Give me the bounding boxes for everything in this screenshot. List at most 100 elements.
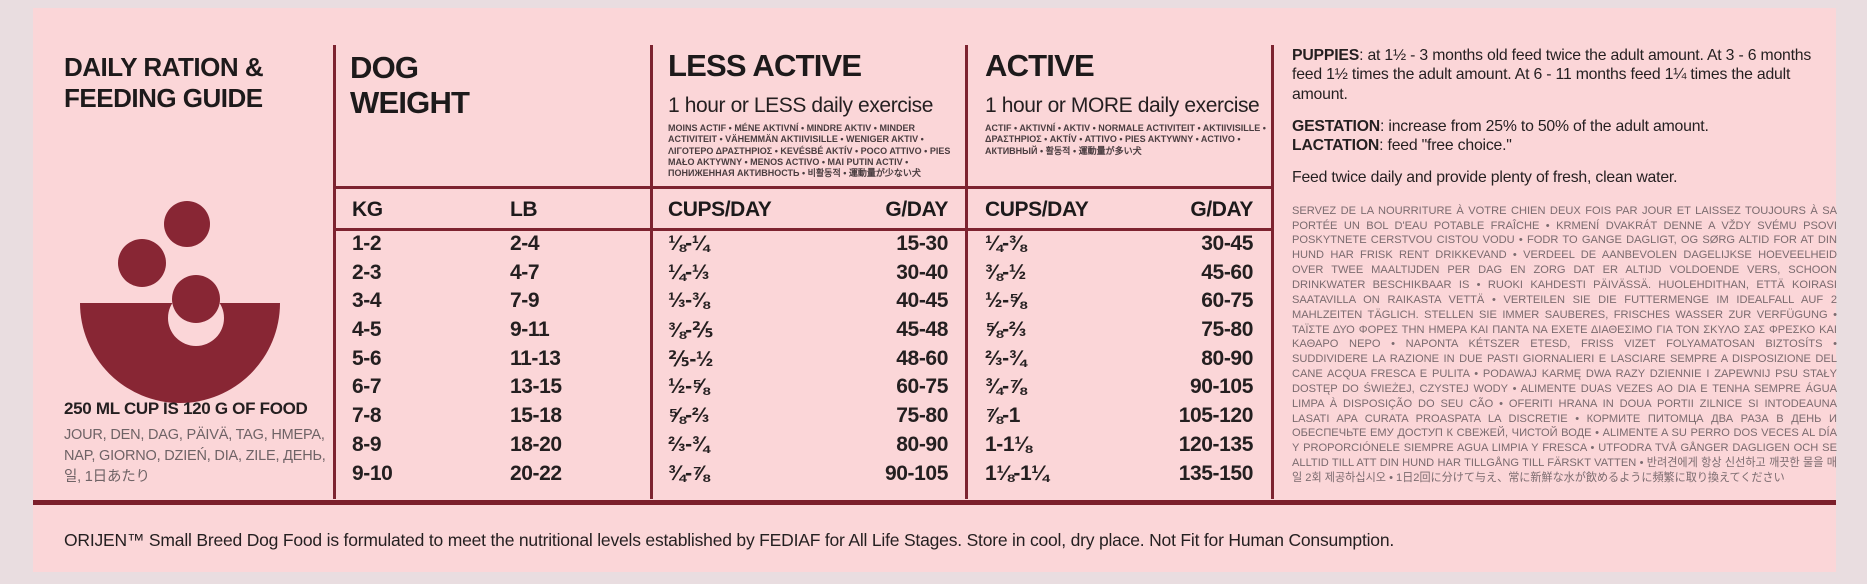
puppies-note: PUPPIES: at 1½ - 3 months old feed twice… [1292, 47, 1812, 103]
active-cups-label: CUPS/DAY [985, 198, 1089, 221]
active-g-cell: 45-60 [1201, 260, 1253, 284]
lb-cell: 4-7 [510, 260, 540, 284]
kg-cell: 6-7 [352, 375, 382, 399]
active-translations: ACTIF • AKTIVNÍ • AKTIV • NORMALE ACTIVI… [985, 123, 1266, 156]
table-divider-right [1271, 45, 1274, 499]
less-active-g-cell: 75-80 [896, 404, 948, 428]
active-cups-cell: 1-1⅛ [985, 432, 1032, 456]
table-row: 5-6 11-13 ⅖-½ 48-60 ⅔-¾ 80-90 [333, 347, 1273, 376]
active-g-cell: 90-105 [1190, 375, 1253, 399]
puppies-label: PUPPIES [1292, 47, 1360, 64]
table-row: 3-4 7-9 ⅓-⅜ 40-45 ½-⅝ 60-75 [333, 289, 1273, 318]
kg-cell: 1-2 [352, 232, 382, 255]
gestation-label: GESTATION [1292, 117, 1381, 135]
active-g-label: G/DAY [1190, 198, 1253, 221]
lb-cell: 15-18 [510, 404, 562, 428]
dog-bowl-kibble-icon [62, 168, 292, 403]
active-g-cell: 120-135 [1178, 432, 1254, 456]
active-cups-cell: ¾-⅞ [985, 375, 1026, 399]
less-active-g-cell: 15-30 [896, 232, 948, 255]
less-active-cups-cell: ⅓-⅜ [668, 289, 709, 313]
less-active-g-label: G/DAY [885, 198, 948, 221]
less-active-cups-cell: ⅝-⅔ [668, 404, 709, 428]
lb-cell: 20-22 [510, 461, 562, 485]
kg-cell: 5-6 [352, 346, 382, 370]
table-rule-lower [333, 228, 1273, 231]
table-row: 8-9 18-20 ⅔-¾ 80-90 1-1⅛ 120-135 [333, 433, 1273, 462]
lb-cell: 7-9 [510, 289, 540, 313]
active-cups-cell: ⅔-¾ [985, 346, 1026, 370]
kg-cell: 2-3 [352, 260, 382, 284]
active-cups-cell: ½-⅝ [985, 289, 1026, 313]
less-active-g-cell: 60-75 [896, 375, 948, 399]
active-g-cell: 80-90 [1201, 346, 1253, 370]
table-divider-weight-lessactive [650, 45, 653, 499]
less-active-cups-cell: ½-⅝ [668, 375, 709, 399]
footer-rule [33, 500, 1836, 505]
footer-statement: ORIJEN™ Small Breed Dog Food is formulat… [64, 530, 1395, 550]
less-active-cups-label: CUPS/DAY [668, 198, 772, 221]
active-g-cell: 105-120 [1178, 404, 1254, 428]
active-g-cell: 135-150 [1178, 461, 1254, 485]
less-active-subtitle: 1 hour or LESS daily exercise [668, 94, 934, 117]
water-note: Feed twice daily and provide plenty of f… [1292, 169, 1678, 187]
kg-column-label: KG [352, 198, 383, 221]
kg-cell: 8-9 [352, 432, 382, 456]
table-row: 6-7 13-15 ½-⅝ 60-75 ¾-⅞ 90-105 [333, 375, 1273, 404]
active-cups-cell: ¼-⅜ [985, 232, 1026, 255]
lb-cell: 13-15 [510, 375, 562, 399]
table-row: 4-5 9-11 ⅜-⅖ 45-48 ⅝-⅔ 75-80 [333, 318, 1273, 347]
less-active-cups-cell: ⅛-¼ [668, 232, 709, 255]
less-active-cups-cell: ⅖-½ [668, 347, 714, 371]
table-divider-left [333, 45, 336, 499]
day-translations: JOUR, DEN, DAG, PÄIVÄ, TAG, HMEPA, NAP, … [64, 427, 326, 485]
active-g-cell: 75-80 [1201, 318, 1253, 342]
kg-cell: 3-4 [352, 289, 382, 313]
kg-cell: 7-8 [352, 404, 382, 428]
active-subtitle: 1 hour or MORE daily exercise [985, 94, 1260, 117]
table-row: 9-10 20-22 ¾-⅞ 90-105 1⅛-1¼ 135-150 [333, 462, 1273, 491]
table-rule-upper [333, 186, 1273, 189]
active-cups-cell: ⅝-⅔ [985, 318, 1026, 342]
less-active-cups-cell: ¾-⅞ [668, 461, 709, 485]
page-title-line1: DAILY RATION & [64, 52, 264, 82]
kg-cell: 4-5 [352, 318, 382, 342]
active-cups-cell: 1⅛-1¼ [985, 461, 1049, 485]
lb-cell: 18-20 [510, 432, 562, 456]
lb-column-label: LB [510, 198, 538, 221]
less-active-g-cell: 30-40 [896, 260, 948, 284]
lb-cell: 2-4 [510, 232, 540, 255]
kg-cell: 9-10 [352, 461, 393, 485]
page-title-line2: FEEDING GUIDE [64, 83, 263, 113]
active-g-cell: 60-75 [1201, 289, 1253, 313]
multilingual-feeding-note: SERVEZ DE LA NOURRITURE À VOTRE CHIEN DE… [1292, 204, 1837, 484]
table-divider-lessactive-active [965, 45, 968, 499]
feeding-guide-card: DAILY RATION & FEEDING GUIDE 250 ML CUP … [33, 8, 1837, 572]
lb-cell: 9-11 [510, 318, 550, 342]
lactation-label: LACTATION [1292, 137, 1380, 155]
less-active-g-cell: 80-90 [896, 432, 948, 456]
table-row: 2-3 4-7 ¼-⅓ 30-40 ⅜-½ 45-60 [333, 261, 1273, 290]
page-title: DAILY RATION & FEEDING GUIDE [64, 52, 344, 114]
less-active-header: LESS ACTIVE [668, 48, 862, 83]
less-active-cups-cell: ¼-⅓ [668, 260, 709, 284]
active-cups-cell: ⅜-½ [985, 260, 1026, 284]
lb-cell: 11-13 [510, 346, 561, 370]
gestation-lactation-note: GESTATION: increase from 25% to 50% of t… [1292, 117, 1709, 155]
less-active-g-cell: 45-48 [896, 318, 948, 342]
less-active-g-cell: 40-45 [896, 289, 948, 313]
less-active-translations: MOINS ACTIF • MÉNE AKTIVNÍ • MINDRE AKTI… [668, 123, 951, 179]
dog-weight-header: DOG WEIGHT [350, 50, 470, 120]
less-active-g-cell: 90-105 [885, 461, 948, 485]
less-active-cups-cell: ⅔-¾ [668, 432, 709, 456]
active-header: ACTIVE [985, 48, 1095, 83]
feeding-notes-panel: PUPPIES: at 1½ - 3 months old feed twice… [1292, 46, 1837, 502]
less-active-g-cell: 48-60 [896, 346, 948, 370]
table-row: 1-2 2-4 ⅛-¼ 15-30 ¼-⅜ 30-45 [333, 232, 1273, 261]
table-rows: 1-2 2-4 ⅛-¼ 15-30 ¼-⅜ 30-45 2-3 4-7 ¼-⅓ … [333, 232, 1273, 490]
table-row: 7-8 15-18 ⅝-⅔ 75-80 ⅞-1 105-120 [333, 404, 1273, 433]
active-cups-cell: ⅞-1 [985, 404, 1020, 428]
active-g-cell: 30-45 [1201, 232, 1253, 255]
less-active-cups-cell: ⅜-⅖ [668, 319, 714, 343]
